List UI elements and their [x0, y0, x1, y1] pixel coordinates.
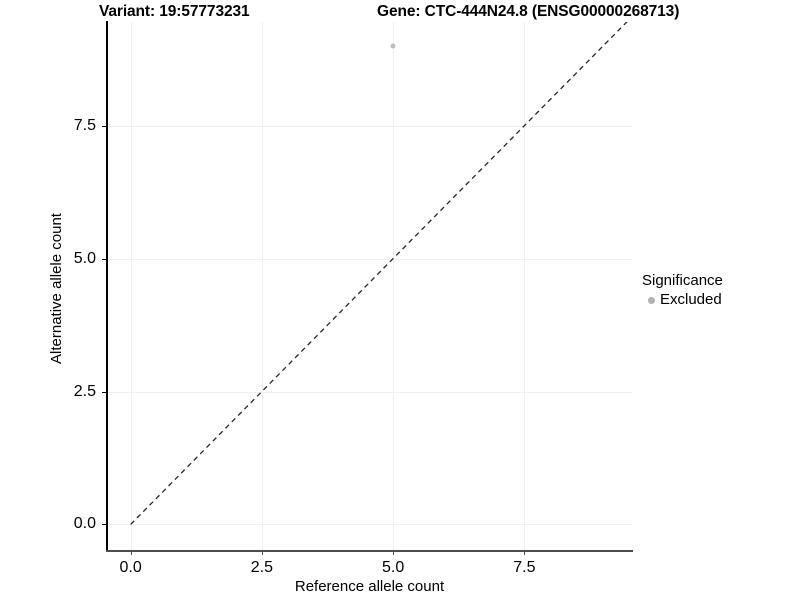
x-axis-label: Reference allele count	[294, 578, 445, 595]
legend: Significance Excluded	[642, 272, 797, 309]
gridline-vertical	[130, 22, 132, 551]
identity-reference-line	[107, 22, 632, 551]
x-axis-tick	[130, 551, 132, 555]
legend-item-label: Excluded	[660, 291, 722, 308]
legend-item[interactable]: Excluded	[642, 291, 797, 309]
gridline-horizontal	[107, 125, 632, 127]
legend-items: Excluded	[642, 291, 797, 309]
gridline-vertical	[261, 22, 263, 551]
y-axis-spine	[106, 21, 108, 552]
y-axis-tick-label: 5.0	[73, 249, 96, 267]
x-axis-tick	[261, 551, 263, 555]
y-axis-tick	[102, 125, 107, 127]
gridline-vertical	[393, 22, 395, 551]
x-axis-tick-label: 0.0	[119, 559, 142, 576]
y-axis-tick	[102, 391, 107, 393]
gene-title: Gene: CTC-444N24.8 (ENSG00000268713)	[377, 3, 680, 20]
legend-marker-circle-icon	[642, 296, 660, 304]
y-axis-tick-label: 7.5	[73, 116, 96, 134]
gridline-horizontal	[107, 258, 632, 260]
x-axis-spine	[106, 550, 633, 552]
x-axis-tick-label: 7.5	[513, 559, 536, 576]
x-axis-tick-label: 5.0	[382, 559, 405, 576]
y-axis-tick-label: 2.5	[73, 382, 96, 400]
data-point[interactable]	[390, 43, 396, 49]
legend-title: Significance	[642, 272, 723, 289]
y-axis-tick	[102, 258, 107, 260]
y-axis-tick	[102, 524, 107, 526]
y-axis-tick-label: 0.0	[73, 515, 96, 533]
plot-area	[107, 22, 632, 551]
gridline-horizontal	[107, 524, 632, 526]
variant-title: Variant: 19:57773231	[99, 3, 250, 20]
gridline-vertical	[524, 22, 526, 551]
y-axis-label: Alternative allele count	[48, 213, 65, 364]
x-axis-tick	[524, 551, 526, 555]
x-axis-tick	[393, 551, 395, 555]
x-axis-tick-label: 2.5	[250, 559, 273, 576]
gridline-horizontal	[107, 391, 632, 393]
